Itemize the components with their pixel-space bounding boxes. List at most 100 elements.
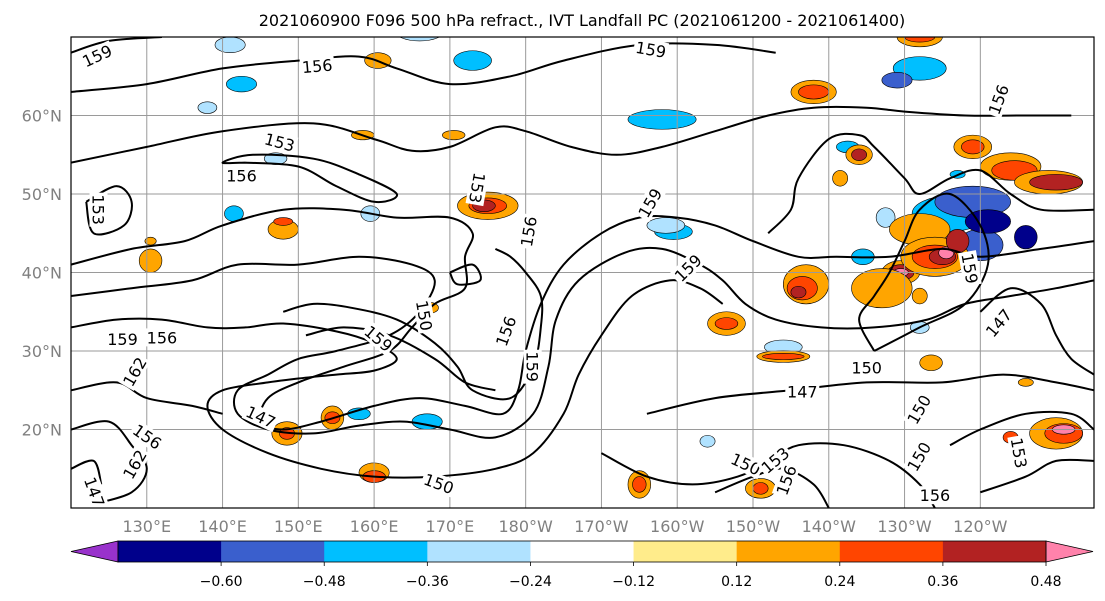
- contour-label-bg: [523, 349, 542, 384]
- colorbar-bin-4: [530, 541, 635, 562]
- colorbar-bin-7: [839, 541, 944, 562]
- contour-line-19: [858, 192, 990, 352]
- ivt-shade-57: [911, 287, 928, 305]
- ivt-shade-84: [1014, 225, 1038, 250]
- refractivity-contours: [71, 37, 1094, 508]
- ivt-shade-10: [226, 75, 257, 93]
- contour-label-bg: [144, 328, 179, 347]
- colorbar-bin-5: [633, 541, 738, 562]
- contour-label-bg: [77, 40, 117, 72]
- colorbar-bin-2: [324, 541, 428, 562]
- contour-label-text: 150: [851, 358, 882, 377]
- contour-label-bg: [260, 128, 299, 156]
- ivt-shade-80: [1017, 378, 1034, 387]
- contour-label-bg: [771, 461, 801, 500]
- contour-line-16: [949, 410, 1094, 447]
- contour-line-17: [979, 458, 1094, 494]
- ivt-shade-81: [646, 217, 686, 234]
- contour-label-text: 153: [89, 194, 108, 225]
- colorbar-tick-label: −0.48: [303, 574, 346, 590]
- lat-tick-label: 30°N: [22, 342, 62, 361]
- contour-label-bg: [632, 37, 670, 62]
- contour-label-text: 147: [787, 383, 818, 402]
- colorbar-tick-label: −0.24: [509, 574, 552, 590]
- ivt-shade-55: [798, 84, 830, 100]
- ivt-shade-5: [881, 72, 913, 89]
- lon-tick-label: 130°W: [877, 517, 932, 536]
- contour-line-20: [979, 287, 1094, 376]
- contour-label-bg: [465, 169, 490, 207]
- lon-tick-label: 170°W: [574, 517, 629, 536]
- lat-tick-label: 60°N: [22, 107, 62, 126]
- contour-label-8: 156: [516, 213, 541, 250]
- contour-label-bg: [241, 401, 281, 433]
- lon-tick-label: 160°W: [650, 517, 705, 536]
- contour-label-text: 159: [107, 330, 138, 349]
- contour-label-text: 156: [920, 486, 951, 505]
- contour-label-bg: [1007, 434, 1032, 472]
- ivt-shade-35: [714, 317, 739, 330]
- gridlines: [71, 37, 1094, 508]
- contour-label-bg: [917, 486, 952, 505]
- contour-label-27: 153: [756, 442, 794, 478]
- lon-tick-label: 140°W: [802, 517, 857, 536]
- colorbar-tick-label: 0.48: [1030, 574, 1061, 590]
- contour-label-bg: [118, 352, 151, 391]
- contour-label-text: 156: [301, 56, 333, 78]
- contour-label-bg: [105, 330, 140, 348]
- lon-tick-label: 150°E: [274, 517, 323, 536]
- contour-label-bg: [299, 55, 335, 77]
- contour-label-bg: [902, 437, 936, 476]
- contour-line-18: [767, 132, 1094, 235]
- contour-label-bg: [224, 166, 259, 185]
- contour-label-bg: [980, 304, 1017, 342]
- ivt-shade-16: [875, 207, 896, 228]
- contour-label-bg: [984, 80, 1013, 119]
- contour-line-10: [71, 381, 223, 415]
- contour-label-bg: [359, 320, 398, 357]
- contour-line-4: [85, 185, 133, 236]
- lon-tick-label: 170°E: [426, 517, 475, 536]
- ivt-shade-1: [627, 109, 697, 130]
- colorbar-bin-8: [942, 541, 1047, 562]
- ivt-shade-45: [762, 353, 805, 360]
- lon-tick-label: 120°W: [953, 517, 1008, 536]
- contour-label-bg: [849, 358, 884, 377]
- colorbar-tick-label: 0.24: [824, 574, 855, 590]
- colorbar: −0.60 −0.48 −0.36 −0.24 −0.12 0.12 0.24 0.36 0.4…: [70, 540, 1094, 590]
- latitude-tick-labels: 20°N 30°N 40°N 50°N 60°N: [22, 107, 62, 440]
- contour-label-30: 156: [917, 486, 952, 505]
- contour-line-7: [71, 279, 724, 479]
- ivt-shade-8: [453, 50, 492, 71]
- contour-line-8: [282, 248, 544, 401]
- contour-label-text: 159: [523, 351, 542, 382]
- contour-label-16: 156: [144, 328, 179, 347]
- ivt-shade-83: [964, 209, 1011, 234]
- contour-label-32: 159: [957, 250, 982, 287]
- colorbar-tick-label: 0.12: [721, 574, 752, 590]
- colorbar-bin-0: [118, 541, 222, 562]
- chart-title: 2021060900 F096 500 hPa refract., IVT La…: [259, 11, 906, 30]
- colorbar-tick-label: −0.60: [200, 574, 243, 590]
- contour-label-18: 147: [241, 401, 281, 433]
- colorbar-bin-6: [736, 541, 841, 562]
- colorbar-frame: [117, 540, 1047, 563]
- ivt-shade-53: [904, 37, 936, 43]
- ivt-shade-15: [399, 37, 440, 42]
- contour-label-bg: [633, 183, 667, 223]
- ivt-shade-43: [851, 148, 867, 161]
- contour-line-6: [71, 246, 1094, 439]
- ivt-shade-24: [832, 170, 849, 187]
- lat-tick-label: 50°N: [22, 185, 62, 204]
- contour-label-19: 156: [128, 419, 167, 454]
- contour-label-bg: [419, 469, 458, 498]
- ivt-shade-29: [138, 248, 163, 273]
- ivt-shade-26: [442, 130, 466, 141]
- ivt-shade-69: [851, 268, 913, 309]
- ivt-shade-38: [790, 285, 807, 299]
- ivt-shade-49: [1029, 174, 1083, 191]
- lon-tick-label: 180°W: [498, 517, 553, 536]
